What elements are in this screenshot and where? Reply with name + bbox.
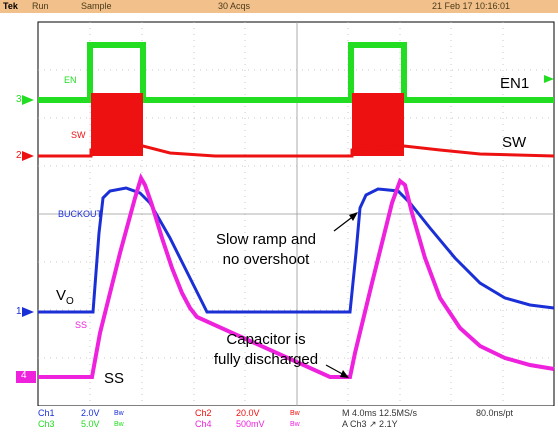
ch4-bw: Bw xyxy=(290,421,300,428)
ch4-label: Ch4 xyxy=(195,419,212,429)
timebase-readout: M 4.0ms 12.5MS/s xyxy=(342,408,418,418)
ss-annotation: SS xyxy=(104,370,125,387)
en1-annotation: EN1 xyxy=(500,75,530,92)
graticule-center-axes xyxy=(38,22,554,406)
trigger-level-marker xyxy=(544,75,554,83)
scope-display: EN SW BUCKOUT SS 3 2 1 4 EN1 SW VO SS Sl… xyxy=(0,13,558,407)
sw-trace xyxy=(38,144,555,158)
ch4-scale: 500mV xyxy=(236,419,265,429)
acquisition-mode: Sample xyxy=(81,1,112,11)
ch2-scale: 20.0V xyxy=(236,408,260,418)
ch1-bw: Bw xyxy=(114,410,124,417)
vo-trace xyxy=(38,186,555,314)
vo-annotation: VO xyxy=(56,286,74,308)
ch2-marker-label: 2 xyxy=(16,150,22,161)
ch3-marker xyxy=(22,95,34,105)
ch1-scale: 2.0V xyxy=(81,408,100,418)
ch3-label: Ch3 xyxy=(38,419,55,429)
ch4-marker-label: 4 xyxy=(21,370,27,381)
acquisition-state: Run xyxy=(32,1,49,11)
ch1-marker xyxy=(22,307,34,317)
ch3-marker-label: 3 xyxy=(16,94,22,105)
capacitor-annotation: Capacitor is fully discharged xyxy=(196,330,336,370)
slow-ramp-line-1: Slow ramp and xyxy=(215,231,317,248)
buckout-trace-label: BUCKOUT xyxy=(58,209,103,219)
ch4-marker xyxy=(16,371,36,383)
slow-ramp-line-2: no overshoot xyxy=(222,251,310,268)
ch2-label: Ch2 xyxy=(195,408,212,418)
acquisition-count: 30 Acqs xyxy=(218,1,251,11)
brand-label: Tek xyxy=(3,1,18,11)
en-trace-label: EN xyxy=(64,75,77,85)
ch2-marker xyxy=(22,151,34,161)
vo-annotation-sub: O xyxy=(66,296,74,307)
slow-ramp-arrowhead xyxy=(349,212,358,221)
vo-annotation-main: V xyxy=(56,287,67,304)
ch1-label: Ch1 xyxy=(38,408,55,418)
sw-trace-label: SW xyxy=(71,130,86,140)
trigger-readout: A Ch3 ↗ 2.1Y xyxy=(342,419,398,429)
en-trace xyxy=(38,42,554,103)
ss-trace-label: SS xyxy=(75,320,88,330)
capacitor-line-2: fully discharged xyxy=(213,351,319,368)
sw-annotation: SW xyxy=(502,134,527,151)
datetime-readout: 21 Feb 17 10:16:01 xyxy=(432,1,511,11)
capacitor-arrowhead xyxy=(340,370,349,378)
record-readout: 80.0ns/pt xyxy=(476,408,514,418)
ch1-marker-label: 1 xyxy=(16,306,22,317)
ch2-bw: Bw xyxy=(290,410,300,417)
ch3-scale: 5.0V xyxy=(81,419,100,429)
scope-footer: Ch1 2.0V Bw Ch3 5.0V Bw Ch2 20.0V Bw Ch4… xyxy=(0,406,558,439)
status-bar: Tek Run Sample 30 Acqs 21 Feb 17 10:16:0… xyxy=(0,0,558,13)
ch3-bw: Bw xyxy=(114,421,124,428)
slow-ramp-annotation: Slow ramp and no overshoot xyxy=(196,230,336,270)
capacitor-line-1: Capacitor is xyxy=(226,331,306,348)
